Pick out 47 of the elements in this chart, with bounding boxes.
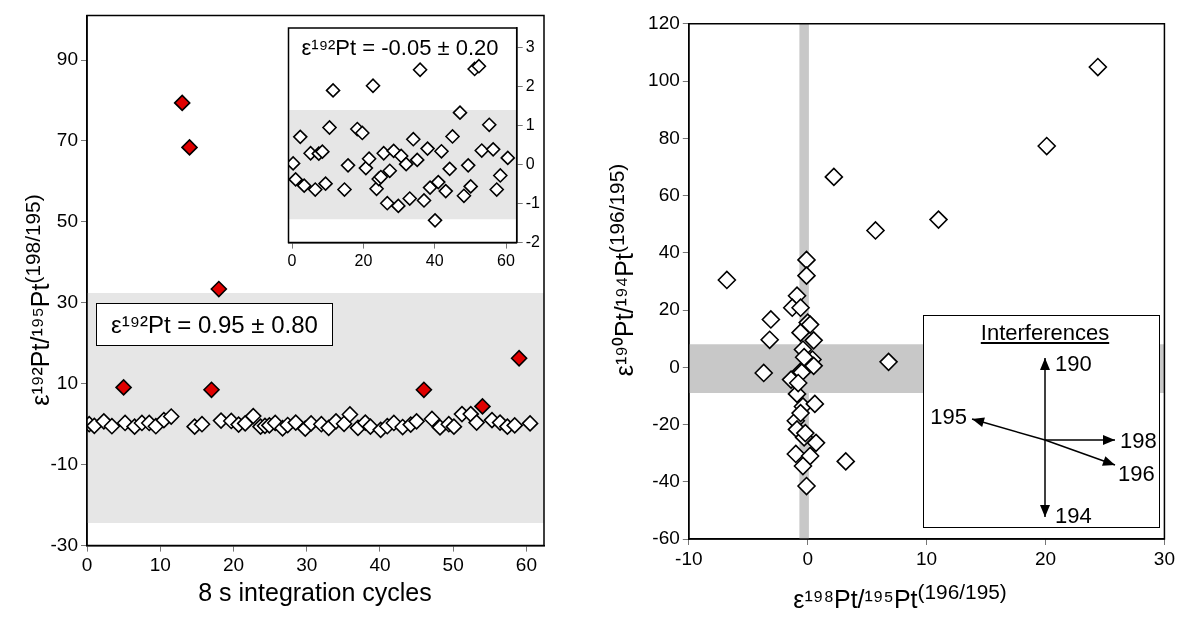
- y-tick-label: 2: [525, 76, 535, 94]
- y-tick-label: 3: [525, 37, 535, 55]
- x-axis-title: ε¹⁹⁸Pt/¹⁹⁵Pt$^{(196/195)}$: [793, 579, 1007, 614]
- y-tick-label: -1: [525, 193, 541, 211]
- x-tick-label: 10: [149, 554, 171, 576]
- x-tick-label: 50: [442, 554, 464, 576]
- x-tick-label: 20: [354, 251, 373, 269]
- annotation: ε¹⁹²Pt = 0.95 ± 0.80: [96, 303, 333, 346]
- y-tick-label: 0: [525, 154, 535, 172]
- x-tick-label: 40: [369, 554, 391, 576]
- annotation: 194: [1055, 503, 1092, 528]
- y-tick-label: -40: [652, 469, 680, 491]
- y-tick-label: -2: [525, 233, 541, 251]
- x-tick-label: 0: [802, 547, 813, 569]
- y-tick-label: 120: [648, 12, 680, 34]
- annotation: 190: [1055, 351, 1092, 376]
- y-tick-label: -20: [652, 412, 680, 434]
- annotation: Interferences: [980, 320, 1110, 345]
- y-tick-label: 1: [525, 115, 535, 133]
- x-tick-label: 20: [222, 554, 245, 576]
- y-tick-label: 80: [658, 126, 680, 148]
- y-tick-label: 10: [56, 371, 78, 393]
- x-tick-label: 0: [287, 251, 297, 269]
- y-tick-label: -10: [50, 452, 78, 474]
- x-axis-title: 8 s integration cycles: [198, 577, 432, 606]
- annotation: 198: [1120, 428, 1157, 453]
- x-tick-label: 20: [1034, 547, 1057, 569]
- annotation: 196: [1118, 461, 1155, 486]
- y-tick-label: 90: [56, 48, 78, 70]
- y-tick-label: -60: [652, 527, 680, 549]
- y-tick-label: 30: [56, 291, 78, 313]
- y-tick-label: 0: [669, 355, 680, 377]
- x-tick-label: 10: [916, 547, 938, 569]
- x-tick-label: -10: [675, 547, 703, 569]
- y-tick-label: -30: [50, 533, 78, 555]
- y-tick-label: 50: [56, 210, 78, 232]
- y-tick-label: 20: [658, 298, 680, 320]
- x-tick-label: 40: [425, 251, 444, 269]
- y-tick-label: 70: [56, 129, 78, 151]
- y-tick-label: 60: [658, 183, 680, 205]
- x-tick-label: 30: [296, 554, 318, 576]
- annotation: ε¹⁹²Pt = -0.05 ± 0.20: [301, 35, 499, 60]
- y-tick-label: 100: [648, 69, 680, 91]
- x-tick-label: 0: [81, 554, 93, 576]
- x-tick-label: 30: [1153, 547, 1175, 569]
- x-tick-label: 60: [497, 251, 515, 269]
- annotation: 195: [930, 404, 967, 429]
